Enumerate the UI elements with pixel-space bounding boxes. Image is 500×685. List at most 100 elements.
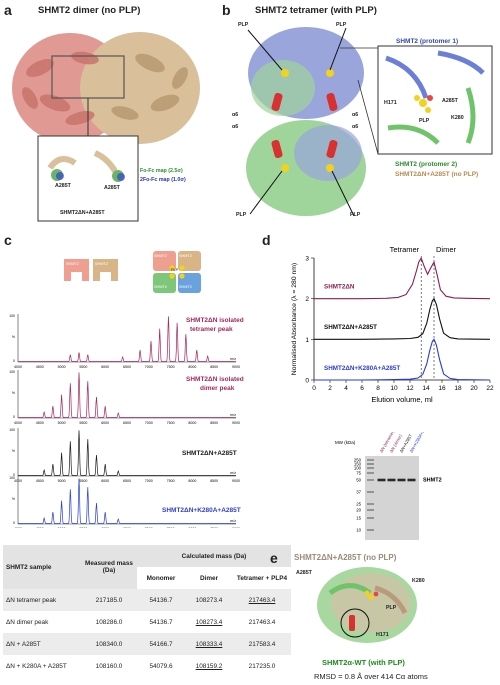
c-y-tick-label: % [12,335,15,339]
c-y-tick-label: 0 [13,521,15,525]
c-spectra: 0% 100 4000 4500 5000 5500 6000 6500 7000 7500 800… [9,314,240,528]
table-cell-sample: ΔN dimer peak [6,618,49,626]
d-x-tick-label: 8 [376,385,380,392]
c-x-tick-label: 4000 [14,421,22,425]
c-spectrum-2-label-a: SHMT2ΔN isolated [186,376,244,383]
d-x-tick-label: 6 [360,385,364,392]
b-alpha-label-2: α6 [352,112,359,118]
table-cell-sample: ΔN + A285T [3,633,81,655]
table-cell-tetramer: 217463.4 [248,618,276,626]
d-peak-label-tetramer: Tetramer [390,245,420,254]
gel-marker-label: 100 [354,466,362,471]
c-x-tick-label: 7500 [167,527,175,528]
panel-c-letter: c [4,232,12,248]
a-residue-left: A285T [55,183,71,189]
c-x-tick-label: 9000 [232,421,240,425]
b-plp-label-1: PLP [238,22,249,28]
panel-b-structure [246,27,493,217]
d-y-tick-label: 3 [305,256,309,263]
table-row: ΔN dimer peak 108286.0 54136.7 108273.4 … [3,611,291,633]
c-x-tick-label: 8500 [210,479,218,483]
table-cell-tetramer: 217463.4 [233,589,291,611]
c-spectrum-4-label: SHMT2ΔN+K280A+A285T [162,507,241,514]
c-x-unit-label: m/z [230,471,236,475]
c-x-tick-label: 7500 [167,479,175,483]
c-x-tick-label: 4000 [14,365,22,369]
b-alpha-label-1: α6 [232,112,239,118]
gel-marker-band [367,472,374,474]
panel-a-letter: a [4,2,12,18]
c-y-tick-label: 100 [9,428,15,432]
panel-d-letter: d [262,232,271,248]
c-x-tick-label: 4500 [36,365,44,369]
c-x-tick-label: 5500 [79,365,87,369]
c-x-tick-label: 7500 [167,421,175,425]
panel-a-title: SHMT2 dimer (no PLP) [38,5,141,16]
c-x-tick-label: 5000 [58,365,66,369]
gel-image [365,456,419,540]
c-x-tick-label: 5000 [58,421,66,425]
a-residue-right: A285T [104,185,120,191]
table-cell-dimer: 108159.2 [195,662,223,670]
table-cell-sample: ΔN + K280A + A285T [6,662,67,670]
c-x-tick-label: 8000 [188,421,196,425]
c-y-tick-label: % [12,497,15,501]
gel-marker-band [367,459,374,461]
table-cell-measured: 217185.0 [81,589,137,611]
c-x-tick-label: 6000 [101,527,109,528]
table-cell-dimer: 108273.4 [185,589,233,611]
c-x-tick-label: 4000 [14,527,22,528]
b-plp-label-2: PLP [336,22,347,28]
table-cell-monomer: 54136.7 [137,589,185,611]
c-y-tick-label: 0 [13,415,15,419]
c-x-tick-label: 4500 [36,527,44,528]
d-x-tick-label: 14 [422,385,430,392]
b-inset-k280: K280 [451,115,464,121]
table-cell-dimer: 108273.4 [195,618,223,626]
c-y-tick-label: % [12,391,15,395]
c-y-tick-label: % [12,449,15,453]
b-inset-h171: H171 [384,100,397,106]
c-spectrum-trace [18,478,236,524]
gel-band-label: SHMT2 [423,478,442,484]
c-x-tick-label: 6500 [123,527,131,528]
b-overlay-label: SHMT2ΔN+A285T (no PLP) [395,171,479,178]
d-y-axis-label: Normalised Absorbance (λ = 280 nm) [291,263,298,375]
c-dimer-cartoon [64,259,118,281]
c-y-tick-label: 100 [9,476,15,480]
d-x-tick-label: 18 [454,385,462,392]
c-dimer-label-2: SHMT2 [95,262,108,266]
e-a285t-label: A285T [296,570,312,576]
c-x-tick-label: 8500 [210,527,218,528]
table-cell-measured: 108340.0 [81,633,137,655]
table-row: ΔN + K280A + A285T 108160.0 54079.6 1081… [3,655,291,677]
c-x-tick-label: 6000 [101,365,109,369]
gel-sample-band [397,478,406,482]
d-x-tick-label: 10 [390,385,398,392]
c-x-tick-label: 8500 [210,421,218,425]
table-cell-monomer: 54166.7 [137,633,185,655]
gel-marker-label: 25 [356,502,361,507]
c-spectrum-2-label-b: dimer peak [200,385,235,392]
gel-marker-band [367,517,374,519]
c-tetramer-plp-label: PLP [171,268,179,272]
c-x-tick-label: 5500 [79,421,87,425]
c-tetramer-cartoon [153,251,201,293]
d-x-tick-label: 16 [438,385,446,392]
c-x-tick-label: 7000 [145,527,153,528]
table-cell-dimer: 108333.4 [185,633,233,655]
gel-mw-header: MW (kDa) [335,440,356,445]
table-header-sample: SHMT2 sample [3,545,81,589]
gel-marker-label: 50 [356,478,361,483]
d-series-label: SHMT2ΔN [324,284,355,291]
c-x-tick-label: 8000 [188,479,196,483]
c-spectrum-3-label: SHMT2ΔN+A285T [182,450,237,457]
c-x-tick-label: 6500 [123,479,131,483]
e-h171-label: H171 [376,632,389,638]
c-spectrum-1-label-a: SHMT2ΔN isolated [186,317,244,324]
c-dimer-label-1: SHMT2 [66,262,79,266]
table-subheader-monomer: Monomer [137,567,185,589]
c-x-tick-label: 5500 [79,479,87,483]
